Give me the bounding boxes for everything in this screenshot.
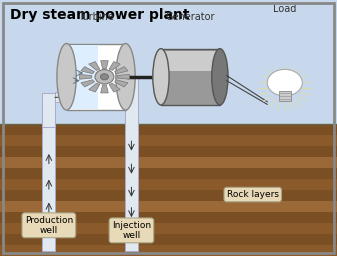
Ellipse shape — [57, 44, 76, 110]
Bar — [0, 146, 337, 157]
Bar — [0, 157, 337, 168]
Polygon shape — [89, 62, 100, 70]
Bar — [279, 91, 291, 101]
Bar — [0, 0, 337, 124]
Text: Generator: Generator — [166, 12, 215, 22]
Polygon shape — [115, 80, 128, 87]
Polygon shape — [101, 61, 108, 69]
Bar — [0, 179, 337, 190]
Bar — [0, 124, 337, 135]
Bar — [0, 190, 337, 201]
Text: Load: Load — [273, 4, 297, 14]
Circle shape — [95, 70, 114, 84]
Bar — [162, 51, 218, 71]
Polygon shape — [115, 67, 128, 74]
Polygon shape — [89, 83, 100, 92]
Bar — [0, 212, 337, 223]
Text: Dry steam power plant: Dry steam power plant — [10, 8, 190, 22]
Bar — [0, 168, 337, 179]
Ellipse shape — [116, 44, 135, 110]
Bar — [55, 92, 72, 102]
Ellipse shape — [212, 49, 228, 105]
Bar — [0, 201, 337, 212]
Bar — [125, 76, 138, 251]
Polygon shape — [101, 85, 108, 93]
Polygon shape — [81, 80, 94, 87]
Polygon shape — [109, 83, 120, 92]
Bar — [0, 223, 337, 234]
Text: Turbine: Turbine — [78, 12, 114, 22]
Bar — [67, 45, 98, 109]
Text: Production
well: Production well — [25, 216, 73, 235]
Circle shape — [267, 69, 302, 96]
Polygon shape — [117, 74, 129, 79]
Bar — [0, 234, 337, 245]
Bar — [0, 245, 337, 256]
Bar — [66, 44, 125, 110]
Text: Injection
well: Injection well — [112, 221, 151, 240]
Bar — [161, 49, 220, 105]
Text: Rock layers: Rock layers — [227, 190, 279, 199]
Polygon shape — [81, 67, 94, 74]
Polygon shape — [80, 74, 92, 79]
Bar — [42, 109, 55, 251]
Circle shape — [100, 74, 109, 80]
Bar — [0, 135, 337, 146]
Polygon shape — [109, 62, 120, 70]
Ellipse shape — [153, 49, 169, 105]
Bar — [42, 93, 55, 127]
